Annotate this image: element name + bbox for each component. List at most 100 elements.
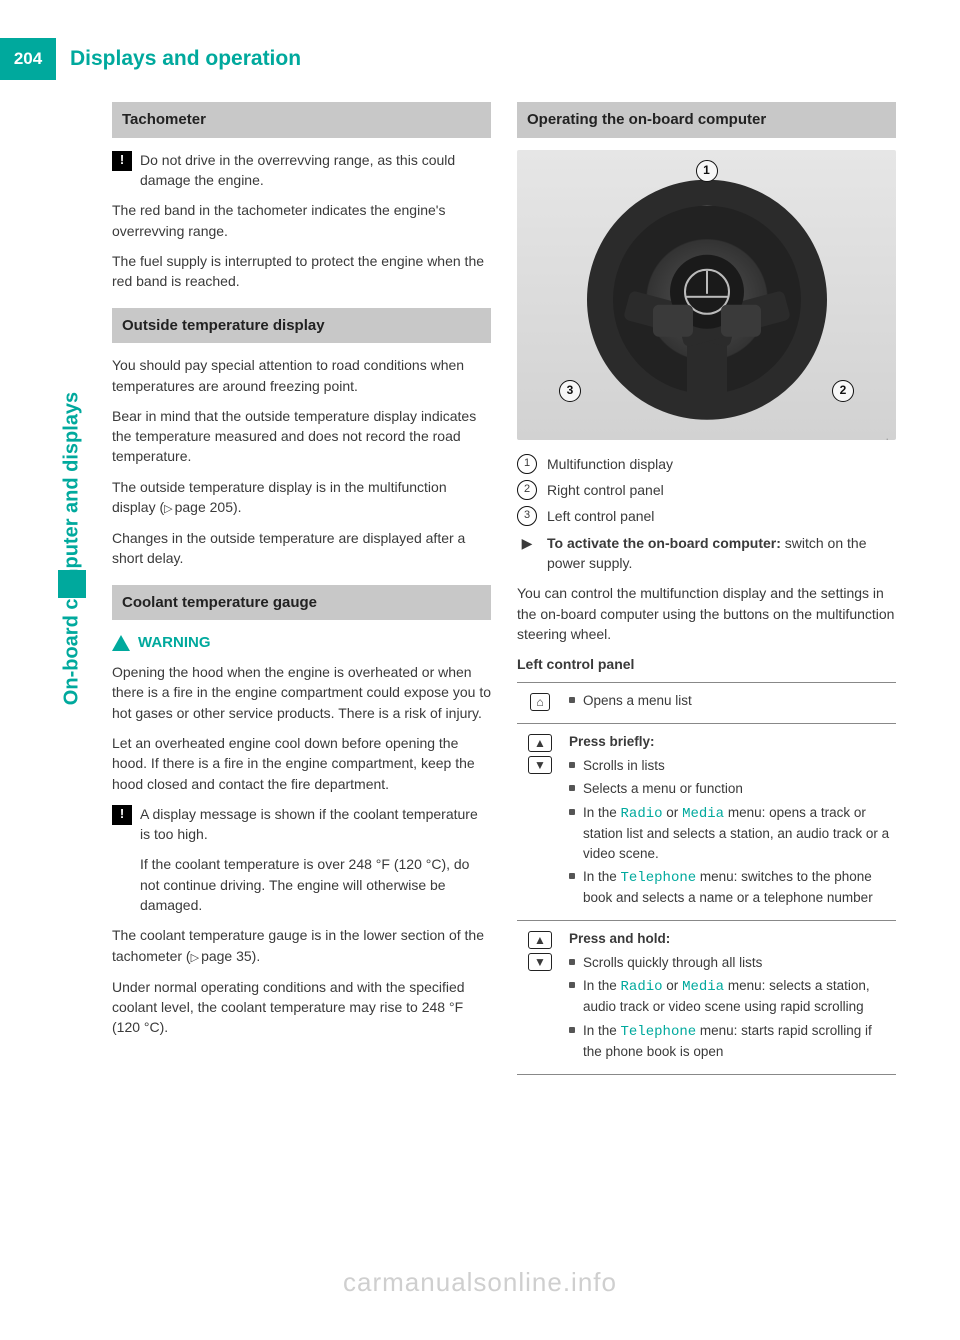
callout-2: 2 <box>832 380 854 402</box>
header: 204 Displays and operation <box>0 38 960 80</box>
warning-triangle-icon <box>112 635 130 651</box>
control-table: ⌂ Opens a menu list ▲ ▼ Press briefly: S… <box>517 682 896 1074</box>
t: In the <box>583 978 621 993</box>
down-key-icon: ▼ <box>528 953 552 971</box>
page-number: 204 <box>0 38 56 80</box>
legend-num-icon: 1 <box>517 454 537 474</box>
page-ref-icon <box>164 499 174 515</box>
page: 204 Displays and operation On-board comp… <box>0 38 960 1340</box>
legend-action: ▶ To activate the on-board computer: swit… <box>517 533 896 574</box>
callout-3: 3 <box>559 380 581 402</box>
para: The outside temperature display is in th… <box>112 477 491 518</box>
row-label: Press briefly: <box>569 732 890 752</box>
t: or <box>663 978 683 993</box>
radio-link: Radio <box>621 806 663 822</box>
callout-1: 1 <box>696 160 718 182</box>
page-ref-icon <box>191 948 201 964</box>
text: ). <box>252 948 261 964</box>
legend-row: 1 Multifunction display <box>517 454 896 474</box>
media-link: Media <box>682 979 724 995</box>
note-block: ! A display message is shown if the cool… <box>112 804 491 915</box>
para: You should pay special attention to road… <box>112 355 491 396</box>
key-cell: ⌂ <box>517 683 563 724</box>
up-key-icon: ▲ <box>528 734 552 752</box>
page-title: Displays and operation <box>56 38 301 80</box>
desc-cell: Press and hold: Scrolls quickly through … <box>563 920 896 1074</box>
legend-text: Multifunction display <box>547 454 896 474</box>
legend-text: Left control panel <box>547 506 896 526</box>
left-control-panel-icon <box>653 305 693 337</box>
desc-cell: Opens a menu list <box>563 683 896 724</box>
note-block: ! Do not drive in the overrevving range,… <box>112 150 491 191</box>
right-control-panel-icon <box>721 305 761 337</box>
warning-heading: WARNING <box>112 632 491 654</box>
section-tachometer-head: Tachometer <box>112 102 491 138</box>
warning-block: WARNING Opening the hood when the engine… <box>112 632 491 794</box>
t: or <box>663 805 683 820</box>
steering-wheel-figure: 1 2 3 P46.10-3456-31 <box>517 150 896 440</box>
legend-text: Right control panel <box>547 480 896 500</box>
steering-wheel-icon <box>587 180 827 420</box>
figure-id: P46.10-3456-31 <box>879 438 892 440</box>
warning-text: Let an overheated engine cool down befor… <box>112 733 491 794</box>
note-text: Do not drive in the overrevving range, a… <box>140 150 491 191</box>
media-link: Media <box>682 806 724 822</box>
table-row: ▲ ▼ Press and hold: Scrolls quickly thro… <box>517 920 896 1074</box>
section-coolant-head: Coolant temperature gauge <box>112 585 491 621</box>
bullet: Scrolls quickly through all lists <box>569 953 890 973</box>
key-cell: ▲ ▼ <box>517 723 563 920</box>
legend-row: 2 Right control panel <box>517 480 896 500</box>
section-onboard-head: Operating the on-board computer <box>517 102 896 138</box>
note-text: If the coolant temperature is over 248 °… <box>140 854 491 915</box>
telephone-link: Telephone <box>621 870 697 886</box>
warning-text: Opening the hood when the engine is over… <box>112 662 491 723</box>
row-label: Press and hold: <box>569 929 890 949</box>
t: In the <box>583 805 621 820</box>
action-bold: To activate the on-board computer: <box>547 535 781 551</box>
bullet: In the Radio or Media menu: opens a trac… <box>569 803 890 863</box>
sub-heading: Left control panel <box>517 654 896 674</box>
section-outside-temp-head: Outside temperature display <box>112 308 491 344</box>
para: You can control the multifunction displa… <box>517 583 896 644</box>
legend-num-icon: 3 <box>517 506 537 526</box>
watermark: carmanualsonline.info <box>0 1267 960 1298</box>
right-column: Operating the on-board computer 1 2 3 P4… <box>517 102 896 1075</box>
legend-num-icon: 2 <box>517 480 537 500</box>
bullet: In the Radio or Media menu: selects a st… <box>569 976 890 1017</box>
content-columns: Tachometer ! Do not drive in the overrev… <box>0 102 960 1075</box>
telephone-link: Telephone <box>621 1024 697 1040</box>
legend-row: 3 Left control panel <box>517 506 896 526</box>
para: The red band in the tachometer indicates… <box>112 200 491 241</box>
para: Changes in the outside temperature are d… <box>112 528 491 569</box>
side-tab-square-icon <box>58 570 86 598</box>
t: In the <box>583 1023 621 1038</box>
side-tab-text: On-board computer and displays <box>61 392 84 705</box>
bullet: Scrolls in lists <box>569 756 890 776</box>
radio-link: Radio <box>621 979 663 995</box>
bullet: Selects a menu or function <box>569 779 890 799</box>
page-ref-text: page 35 <box>201 948 252 964</box>
bullet: In the Telephone menu: switches to the p… <box>569 867 890 908</box>
para: Bear in mind that the outside temperatur… <box>112 406 491 467</box>
text: The coolant temperature gauge is in the … <box>112 927 484 963</box>
key-cell: ▲ ▼ <box>517 920 563 1074</box>
table-row: ⌂ Opens a menu list <box>517 683 896 724</box>
note-text: A display message is shown if the coolan… <box>140 804 491 845</box>
down-key-icon: ▼ <box>528 756 552 774</box>
para: Under normal operating conditions and wi… <box>112 977 491 1038</box>
para: The fuel supply is interrupted to protec… <box>112 251 491 292</box>
note-body: A display message is shown if the coolan… <box>140 804 491 915</box>
desc-cell: Press briefly: Scrolls in lists Selects … <box>563 723 896 920</box>
bullet: In the Telephone menu: starts rapid scro… <box>569 1021 890 1062</box>
legend-text: To activate the on-board computer: switc… <box>547 533 896 574</box>
caution-icon: ! <box>112 805 132 825</box>
caution-icon: ! <box>112 151 132 171</box>
bullet: Opens a menu list <box>569 691 890 711</box>
t: In the <box>583 869 621 884</box>
page-ref-text: page 205 <box>175 499 233 515</box>
side-tab: On-board computer and displays <box>58 158 86 598</box>
action-arrow-icon: ▶ <box>517 533 537 553</box>
table-row: ▲ ▼ Press briefly: Scrolls in lists Sele… <box>517 723 896 920</box>
up-key-icon: ▲ <box>528 931 552 949</box>
para: The coolant temperature gauge is in the … <box>112 925 491 966</box>
